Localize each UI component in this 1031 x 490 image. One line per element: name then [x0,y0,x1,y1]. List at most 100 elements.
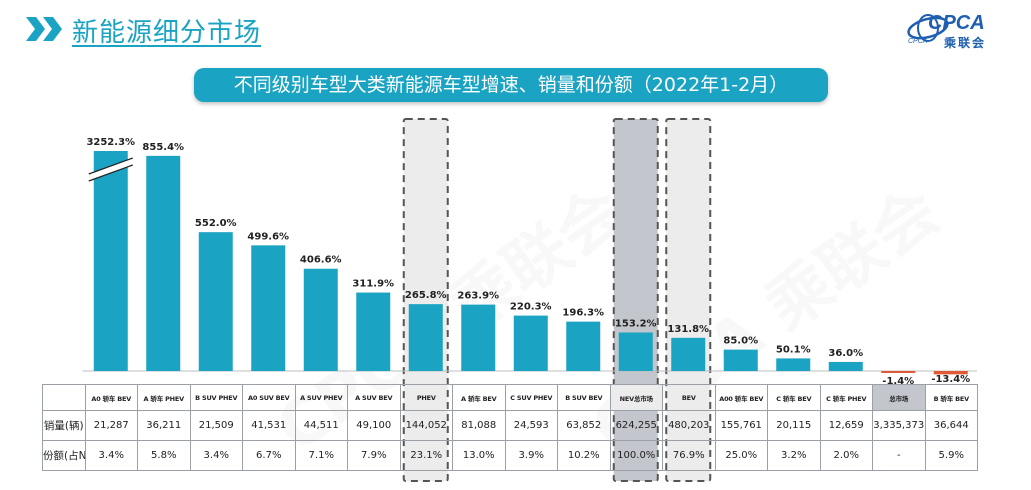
table-cell-sales: 63,852 [557,410,611,441]
table-cell-share: 3.2% [767,440,821,471]
table-cell-share: 3.4% [84,440,138,471]
table-header-cell: B SUV BEV [557,384,611,411]
data-label: 131.8% [667,324,709,335]
table-cell-share: 10.2% [557,440,611,471]
table-header-row: A0 轿车 BEV A 轿车 PHEV B SUV PHEV A0 SUV BEV A … [42,384,978,411]
table-header-cell: A 轿车 BEV [452,384,506,411]
bar [461,304,496,371]
table-cell-sales: 36,211 [137,410,191,441]
table-header-cell: A0 SUV BEV [242,384,296,411]
table-cell-share: 13.0% [452,440,506,471]
data-label: 855.4% [142,142,184,153]
axis-break-mark [88,157,133,175]
table-cell-sales: 44,511 [294,410,348,441]
data-label: 265.8% [405,290,447,301]
data-label: -13.4% [931,374,970,385]
table-cell-sales: 144,052 [399,410,453,441]
bar [356,292,391,371]
table-cell-share: 7.1% [294,440,348,471]
table-cell-sales: 49,100 [347,410,401,441]
table-cell-share: 3.4% [189,440,243,471]
table-header-cell: C 轿车 PHEV [819,384,873,411]
chevron-right-icon [26,17,62,41]
logo-subtext: 乘联会 [944,36,987,50]
table-cell-sales: 41,531 [242,410,296,441]
table-cell-sales: 480,203 [662,410,716,441]
chart-title-banner: 不同级别车型大类新能源车型增速、销量和份额（2022年1-2月） [194,68,828,102]
axis-break-gap [88,158,133,181]
table-cell-share: 2.0% [819,440,873,471]
bar [251,245,286,371]
table-cell-share: 76.9% [662,440,716,471]
table-header-cell: C SUV PHEV [504,384,558,411]
logo-tag: CPCA [908,38,928,45]
table-header-cell: A SUV BEV [347,384,401,411]
bar [566,321,601,371]
bar [513,315,548,371]
data-label: 499.6% [247,231,289,242]
table-header-cell: C 轿车 BEV [767,384,821,411]
data-label: 50.1% [776,344,811,355]
table-cell-sales: 12,659 [819,410,873,441]
logo-text: CPCA [928,12,985,34]
row-label-sales: 销量(辆) [42,410,86,441]
table-header-cell: A0 轿车 BEV [84,384,138,411]
bar [881,371,916,373]
table-cell-sales: 24,593 [504,410,558,441]
axis-break-mark [88,164,133,182]
table-header-cell: B 轿车 BEV [924,384,978,411]
data-label: 552.0% [195,218,237,229]
data-label: 196.3% [562,308,604,319]
data-label: 85.0% [723,336,758,347]
bar [618,332,653,371]
table-cell-share: 25.0% [714,440,768,471]
data-label: 220.3% [510,302,552,313]
cpca-logo: CPCA CPCA 乘联会 [906,10,1006,54]
table-cell-sales: 21,287 [84,410,138,441]
table-cell-share: 6.7% [242,440,296,471]
table-cell-share: 23.1% [399,440,453,471]
data-label: 406.6% [300,255,342,266]
page-title: 新能源细分市场 [72,18,262,48]
table-cell-share: - [872,440,926,471]
table-cell-share: 7.9% [347,440,401,471]
data-table: A0 轿车 BEV A 轿车 PHEV B SUV PHEV A0 SUV BEV A … [42,384,978,471]
table-cell-sales: 81,088 [452,410,506,441]
bar [933,371,968,375]
table-row-sales: 销量(辆) 21,287 36,211 21,509 41,531 44,511 49,1… [42,410,978,441]
bar [303,268,338,371]
table-cell-share: 3.9% [504,440,558,471]
bar [146,155,181,371]
bar [723,349,758,371]
table-header-cell: NEV总市场 [609,384,663,411]
data-label: 3252.3% [86,137,135,148]
table-cell-share: 5.8% [137,440,191,471]
table-cell-share: 5.9% [924,440,978,471]
bar [408,304,443,371]
table-cell-sales: 3,335,373 [872,410,926,441]
bar [828,361,863,371]
row-label-share: 份额(占NEV) [42,440,86,471]
bar [93,151,128,371]
table-header-cell: A 轿车 PHEV [137,384,191,411]
data-label: 263.9% [457,291,499,302]
bar [776,358,811,371]
table-cell-sales: 624,255 [609,410,663,441]
bar [671,337,706,371]
data-label: 153.2% [615,318,657,329]
table-corner [42,384,86,411]
table-header-cell: A00 轿车 BEV [714,384,768,411]
table-cell-sales: 20,115 [767,410,821,441]
table-cell-sales: 155,761 [714,410,768,441]
table-row-share: 份额(占NEV) 3.4%5.8%3.4%6.7%7.1%7.9%23.1%13… [42,440,978,471]
table-header-cell: B SUV PHEV [189,384,243,411]
cpca-logo-mark [907,14,949,42]
table-header-cell: BEV [662,384,716,411]
data-label: 36.0% [828,348,863,359]
data-label: 311.9% [352,279,394,290]
table-cell-sales: 21,509 [189,410,243,441]
table-header-cell: A SUV PHEV [294,384,348,411]
table-cell-sales: 36,644 [924,410,978,441]
table-cell-share: 100.0% [609,440,663,471]
